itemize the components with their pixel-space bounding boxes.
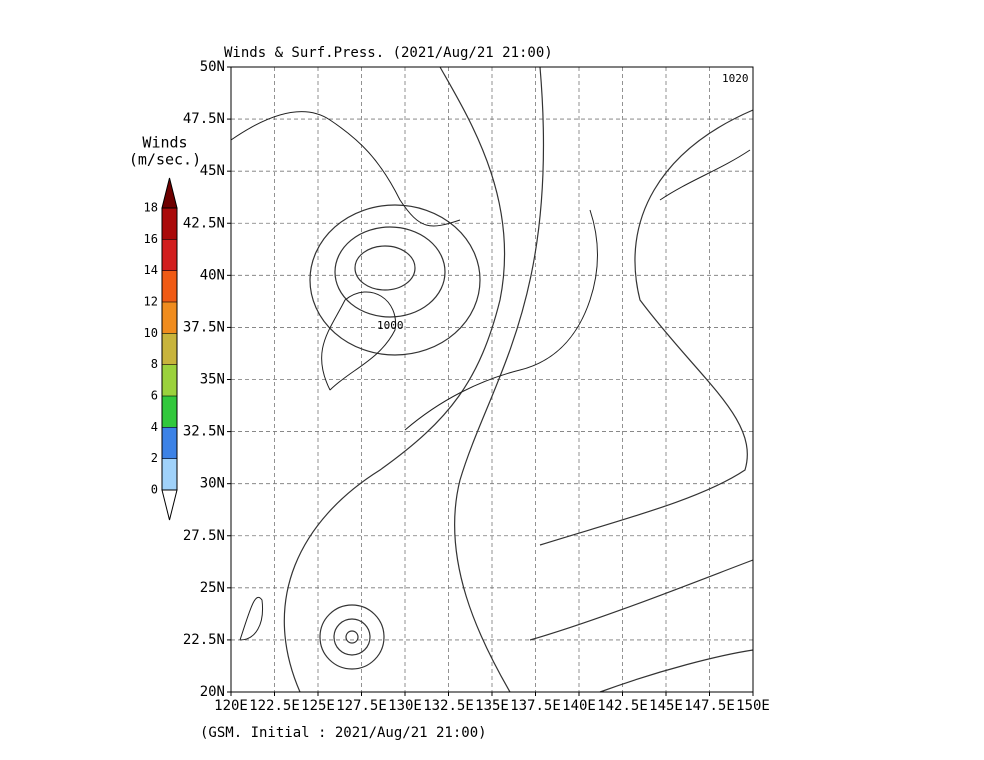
colorbar-segment [162, 333, 177, 365]
coastline [659, 149, 751, 201]
y-tick-label: 30N [200, 476, 225, 492]
map-footer: (GSM. Initial : 2021/Aug/21 21:00) [200, 725, 487, 741]
coastline [230, 111, 461, 227]
y-tick-label: 42.5N [183, 215, 225, 231]
coastline [404, 209, 598, 431]
colorbar-label: 8 [151, 357, 158, 371]
colorbar-segment [162, 364, 177, 396]
isobar-label: 1020 [722, 72, 749, 85]
colorbar-label: 6 [151, 389, 158, 403]
isobar [539, 109, 754, 546]
colorbar-triangle [161, 489, 178, 521]
plot-area [230, 66, 754, 693]
coastlines [230, 111, 751, 641]
colorbar-triangle [161, 177, 178, 209]
colorbar-title: Winds [142, 134, 187, 152]
colorbar-segment [162, 458, 177, 490]
colorbar-label: 10 [144, 326, 158, 340]
isobars [283, 66, 754, 693]
x-tick-label: 125E [301, 698, 335, 714]
x-tick-label: 145E [649, 698, 683, 714]
x-tick-label: 142.5E [597, 698, 648, 714]
colorbar-segment [162, 427, 177, 459]
colorbar-label: 2 [151, 451, 158, 465]
isobar [334, 226, 446, 318]
x-tick-label: 135E [475, 698, 509, 714]
colorbar-label: 0 [151, 483, 158, 497]
colorbar-segment [162, 239, 177, 271]
isobar [345, 630, 359, 644]
map-title: Winds & Surf.Press. (2021/Aug/21 21:00) [224, 45, 553, 61]
x-tick-label: 130E [388, 698, 422, 714]
isobar [454, 66, 545, 693]
x-tick-label: 122.5E [249, 698, 300, 714]
x-tick-label: 150E [736, 698, 770, 714]
x-tick-label: 140E [562, 698, 596, 714]
isobar-label: 1000 [377, 319, 404, 332]
y-tick-label: 47.5N [183, 111, 225, 127]
isobar [333, 618, 371, 656]
y-tick-label: 22.5N [183, 632, 225, 648]
isobar [283, 66, 506, 693]
colorbar-segment [162, 270, 177, 302]
isobar [319, 604, 385, 670]
colorbar-segment [162, 302, 177, 334]
y-tick-label: 37.5N [183, 319, 225, 335]
y-tick-label: 50N [200, 59, 225, 75]
x-tick-label: 120E [214, 698, 248, 714]
colorbar-label: 16 [144, 232, 158, 246]
y-tick-label: 32.5N [183, 424, 225, 440]
x-tick-label: 132.5E [423, 698, 474, 714]
y-tick-label: 27.5N [183, 528, 225, 544]
colorbar-segment [162, 208, 177, 240]
isobar [599, 649, 754, 693]
colorbar-title: (m/sec.) [129, 151, 201, 169]
y-tick-label: 25N [200, 580, 225, 596]
colorbar-segment [162, 396, 177, 428]
colorbar-label: 12 [144, 295, 158, 309]
coastline [321, 291, 396, 391]
y-tick-label: 45N [200, 163, 225, 179]
coastline [239, 597, 264, 641]
y-tick-label: 35N [200, 372, 225, 388]
isobar [529, 559, 754, 641]
x-tick-label: 137.5E [510, 698, 561, 714]
colorbar-label: 4 [151, 420, 158, 434]
y-tick-label: 40N [200, 267, 225, 283]
isobar [309, 204, 481, 356]
x-tick-label: 127.5E [336, 698, 387, 714]
isobar [354, 245, 416, 291]
colorbar-label: 18 [144, 201, 158, 215]
y-tick-label: 20N [200, 684, 225, 700]
x-tick-label: 147.5E [684, 698, 735, 714]
colorbar-label: 14 [144, 263, 158, 277]
